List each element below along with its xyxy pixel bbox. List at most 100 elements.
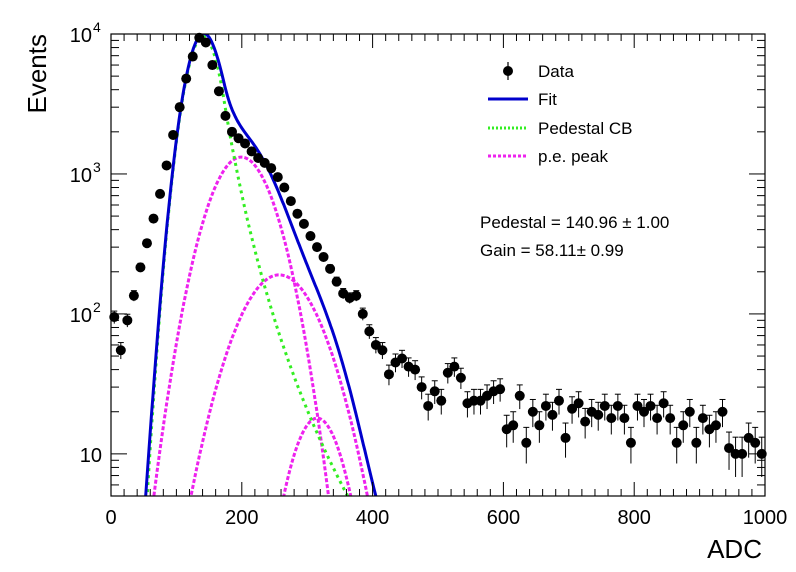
data-marker [128, 290, 139, 301]
data-marker [697, 413, 708, 424]
data-point [514, 384, 525, 410]
legend-entry-fit: Fit [488, 90, 557, 109]
data-point [312, 242, 323, 253]
data-marker [207, 60, 218, 71]
y-tick-base: 10 [70, 305, 92, 327]
data-marker [246, 146, 257, 157]
data-marker [318, 252, 329, 263]
legend-label-pedestal: Pedestal CB [538, 119, 633, 138]
data-marker [580, 416, 591, 427]
data-point [691, 426, 702, 464]
data-marker [593, 409, 604, 420]
data-point [226, 126, 237, 137]
legend-label-data: Data [538, 62, 574, 81]
data-point [429, 380, 440, 405]
data-marker [652, 413, 663, 424]
data-marker [737, 448, 748, 459]
data-marker [416, 382, 427, 393]
data-marker [279, 182, 290, 193]
data-marker [612, 400, 623, 411]
data-point [246, 146, 257, 157]
data-marker [619, 413, 630, 424]
legend-entry-pedestal: Pedestal CB [488, 119, 633, 138]
data-point [455, 367, 466, 389]
data-marker [678, 420, 689, 431]
data-marker [168, 129, 179, 140]
data-marker [181, 73, 192, 84]
data-marker [514, 390, 525, 401]
data-point [593, 401, 604, 431]
data-marker [599, 400, 610, 411]
data-marker [625, 437, 636, 448]
data-marker [717, 406, 728, 417]
data-point [148, 213, 159, 224]
data-marker [357, 308, 368, 319]
data-marker [429, 386, 440, 397]
data-marker [325, 263, 336, 274]
y-axis-title: Events [22, 34, 52, 114]
data-marker [495, 384, 506, 395]
data-point [449, 357, 460, 377]
data-marker [174, 102, 185, 113]
data-marker [547, 409, 558, 420]
data-point [495, 378, 506, 402]
data-marker [684, 406, 695, 417]
data-point [207, 60, 218, 71]
x-tick-label: 600 [487, 507, 520, 529]
data-point [684, 398, 695, 428]
data-marker [553, 395, 564, 406]
x-tick-label: 1000 [743, 507, 788, 529]
data-point [573, 391, 584, 418]
data-point [547, 401, 558, 431]
legend-entry-data: Data [503, 62, 574, 81]
data-point [357, 307, 368, 321]
data-marker [710, 420, 721, 431]
data-marker [298, 218, 309, 229]
data-point [272, 172, 283, 183]
y-tick-exponent: 2 [93, 299, 101, 315]
data-marker [671, 437, 682, 448]
data-point [351, 290, 362, 302]
data-marker [665, 413, 676, 424]
data-marker [161, 160, 172, 171]
legend: Data Fit Pedestal CB p.e. peak [488, 62, 633, 166]
data-marker [364, 326, 375, 337]
data-point [717, 398, 728, 428]
y-tick-exponent: 3 [93, 159, 101, 175]
data-marker [449, 361, 460, 372]
x-tick-label: 0 [105, 507, 116, 529]
x-tick-label: 800 [618, 507, 651, 529]
pe-peak-curve-2 [189, 273, 369, 496]
y-tick-label: 10 [80, 445, 102, 467]
data-point [377, 342, 388, 360]
data-point [423, 393, 434, 421]
data-marker [331, 276, 342, 287]
data-point [174, 102, 185, 113]
y-tick-label: 10 4 [70, 19, 101, 47]
legend-marker-data [503, 66, 513, 76]
y-tick-label: 10 2 [70, 299, 101, 327]
data-marker [540, 400, 551, 411]
data-point [612, 393, 623, 421]
data-marker [240, 138, 251, 149]
data-point [292, 208, 303, 219]
data-marker [632, 400, 643, 411]
data-marker [560, 432, 571, 443]
data-marker [645, 400, 656, 411]
data-point [325, 263, 336, 274]
data-point [534, 411, 545, 443]
data-point [639, 398, 650, 428]
data-point [279, 182, 290, 193]
data-marker [442, 367, 453, 378]
data-marker [639, 406, 650, 417]
data-point [240, 138, 251, 149]
data-point [331, 276, 342, 287]
data-marker [750, 437, 761, 448]
data-marker [220, 110, 231, 121]
data-marker [508, 420, 519, 431]
data-point [220, 110, 231, 121]
data-point [109, 310, 120, 324]
data-marker [115, 345, 126, 356]
data-point [436, 388, 447, 415]
